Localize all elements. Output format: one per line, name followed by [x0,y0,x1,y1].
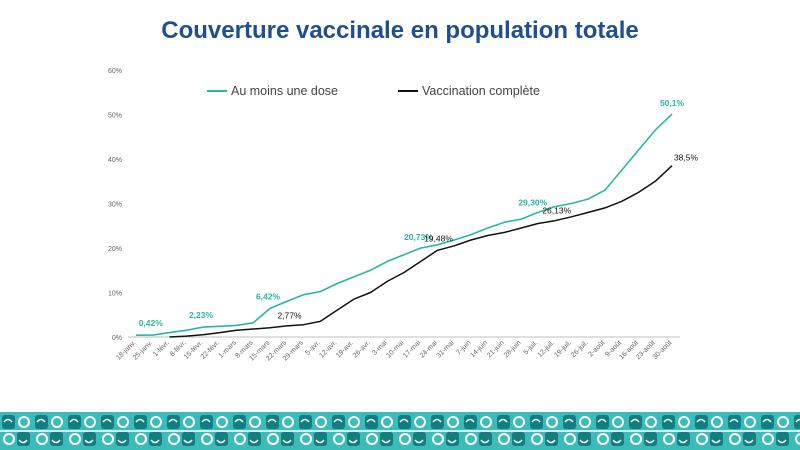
y-tick-label: 50% [108,113,122,120]
footer-motif [330,415,363,446]
footer-motif [627,415,660,446]
y-tick-label: 20% [108,246,122,253]
footer-motif [594,415,627,446]
x-tick-label: 14-juin [469,339,489,359]
x-tick-label: 26-avr. [352,339,372,359]
page-title: Couverture vaccinale en population total… [161,17,639,44]
footer-motif [792,415,800,445]
data-label: 0,42% [139,318,164,328]
series-layer [135,113,673,338]
vaccination-line-chart: 0% 10% 20% 30% 40% 50% 60% 18-janv.25-janv.1-f… [108,68,699,363]
footer-motif [264,415,297,446]
y-tick-label: 40% [108,157,122,164]
footer-motif [132,415,165,446]
data-label: 26,13% [542,206,571,216]
footer-motif [231,415,264,446]
data-label: 2,77% [277,311,302,321]
x-tick-label: 1-févr. [152,339,171,358]
data-label: 19,48% [424,233,453,243]
x-tick-label: 22-févr. [200,339,221,360]
y-axis: 0% 10% 20% 30% 40% 50% 60% [108,68,122,342]
x-tick-label: 12-avr. [318,339,338,359]
data-label: 2,23% [189,310,214,320]
footer-motif [660,415,693,446]
footer-motif [99,415,132,446]
footer-motif [33,415,66,446]
footer-motif [495,415,528,446]
data-label: 6,42% [256,291,281,301]
footer-motif [429,415,462,446]
y-tick-label: 60% [108,68,122,75]
decorative-footer-pattern [0,412,800,450]
x-axis: 18-janv.25-janv.1-févr.8-févr.15-févr.22… [115,336,680,363]
annotations: 0,42% 2,23% 6,42% 20,73% 29,30% 50,1% 2,77% 19,… [139,98,699,328]
data-label: 50,1% [660,98,685,108]
legend-label: Au moins une dose [231,84,338,98]
footer-motif [165,415,198,446]
y-tick-label: 0% [112,335,122,342]
y-tick-label: 30% [108,202,122,209]
footer-motif [759,415,792,446]
footer-motif [462,415,495,446]
legend-label: Vaccination complète [422,84,540,98]
footer-motif [363,415,396,446]
y-tick-label: 10% [108,291,122,298]
footer-motif [528,415,561,446]
x-tick-label: 31-mai [436,339,456,359]
x-tick-label: 21-juin [486,339,506,359]
footer-motif [726,415,759,446]
series-line-au-moins-une-dose [135,113,673,336]
series-line-vaccination-complete [169,165,673,338]
x-tick-label: 2-août [587,339,606,358]
footer-motif [396,415,429,446]
data-label: 20,73% [404,232,433,242]
footer-motif [693,415,726,446]
chart-legend: Au moins une dose Vaccination complète [207,84,540,98]
x-tick-label: 19-juil. [553,339,573,359]
x-tick-label: 26-juil. [570,339,590,359]
x-tick-label: 12-juil. [537,339,557,359]
footer-motif [561,415,594,446]
footer-motif [66,415,99,446]
footer-motif [198,415,231,446]
data-label: 38,5% [674,153,699,163]
footer-motif [297,415,330,446]
x-tick-label: 19-avr. [335,339,355,359]
data-label: 29,30% [518,198,547,208]
x-tick-label: 28-juin [503,339,523,359]
footer-motif [0,415,33,446]
